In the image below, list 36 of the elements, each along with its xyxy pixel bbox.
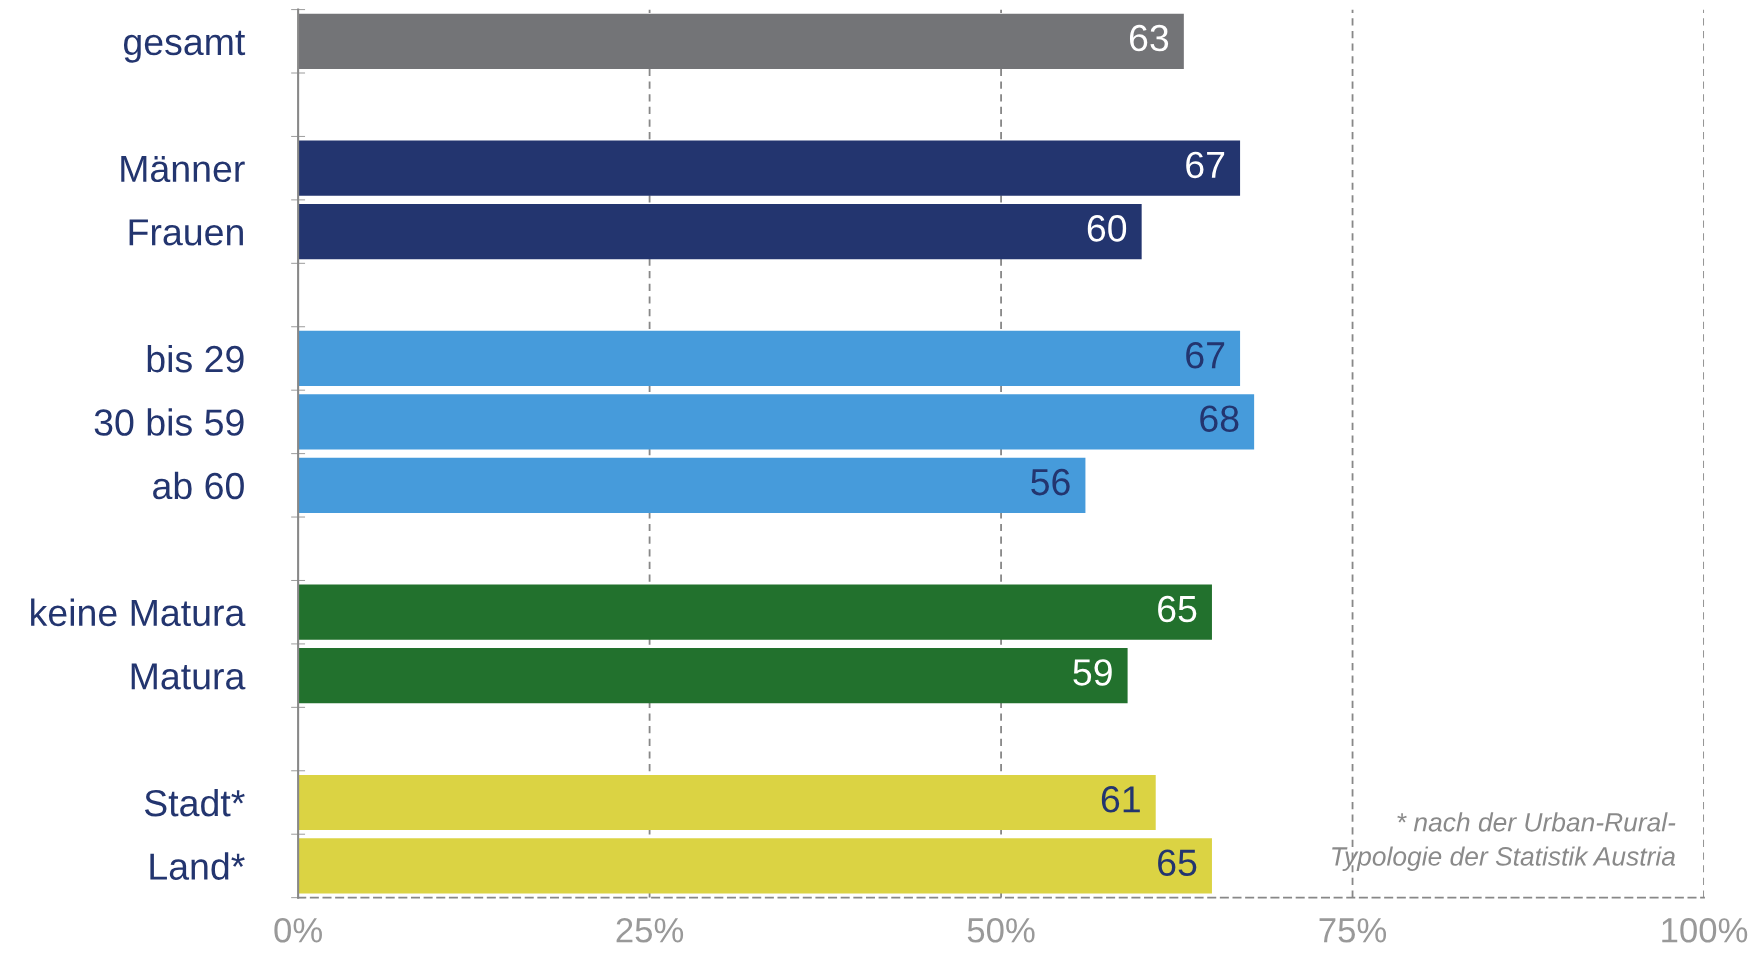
y-tick-label: bis 29 (147, 344, 244, 373)
y-tick-label: 30 bis 59 (94, 408, 244, 436)
bar (298, 330, 1241, 387)
data-label: 60 (1087, 215, 1127, 242)
data-label: 59 (1073, 659, 1112, 686)
data-label: 65 (1158, 595, 1197, 623)
bar (298, 140, 1241, 196)
data-label: 67 (1186, 341, 1225, 369)
bar (298, 838, 1212, 894)
y-tick-label: Frauen (129, 219, 243, 246)
data-label: 67 (1186, 151, 1225, 179)
y-tick-label: gesamt (123, 30, 246, 63)
x-tick-label: 75% (1319, 918, 1387, 943)
data-label: 65 (1158, 849, 1197, 876)
bar (298, 13, 1184, 69)
x-tick-label: 100% (1662, 918, 1748, 943)
x-tick-label: 50% (967, 918, 1035, 943)
bar (298, 394, 1255, 450)
data-label: 68 (1200, 405, 1239, 432)
y-tick-label: keine Matura (31, 598, 246, 627)
data-label: 56 (1031, 468, 1070, 496)
annotation: * nach der Urban-Rural- Typologie der Statistik Austria (1332, 812, 1676, 871)
y-tick-label: Männer (121, 155, 245, 183)
x-tick-label: 25% (616, 918, 684, 943)
y-tick-label: Land* (150, 852, 245, 880)
y-tick-label: Stadt* (144, 788, 245, 817)
bar (298, 648, 1128, 704)
bar (298, 457, 1086, 513)
y-tick-label: Matura (131, 663, 246, 690)
bar (298, 774, 1156, 831)
y-tick-label: ab 60 (153, 471, 244, 500)
bar (298, 584, 1212, 640)
data-label: 61 (1101, 786, 1140, 813)
x-tick-label: 0% (274, 918, 322, 943)
bar (298, 204, 1142, 260)
data-label: 63 (1129, 24, 1169, 52)
